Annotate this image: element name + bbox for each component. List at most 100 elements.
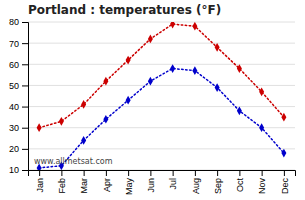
marks (37, 22, 287, 170)
x-tick-mark (284, 170, 285, 176)
x-tick-mark (39, 170, 40, 176)
x-tick: Feb (57, 170, 67, 194)
grid-line (28, 106, 295, 107)
point (237, 106, 242, 115)
series-markers (37, 64, 287, 170)
y-tick: 70 (9, 39, 28, 49)
x-tick-mark (106, 170, 107, 176)
annotation: www.allmetsat.com (34, 157, 113, 166)
x-tick: Jan (35, 170, 45, 193)
y-axis: 10 20 30 40 50 60 70 80 (9, 17, 29, 175)
point (259, 123, 264, 132)
point (237, 64, 242, 73)
y-tick-label: 60 (9, 60, 19, 70)
x-tick: May (124, 170, 134, 195)
x-tick-label: Aug (191, 178, 201, 194)
x-tick-mark (217, 170, 218, 176)
point (59, 117, 64, 126)
x-tick: Nov (257, 170, 267, 194)
point (281, 149, 286, 158)
point (81, 136, 86, 145)
y-tick-label: 80 (9, 17, 19, 27)
point (215, 83, 220, 92)
x-tick-mark (128, 170, 129, 176)
y-tick-mark (22, 128, 28, 129)
y-tick-label: 20 (9, 144, 19, 154)
y-tick-label: 30 (9, 123, 19, 133)
x-tick-label: Oct (235, 178, 245, 193)
point (148, 35, 153, 44)
point (192, 22, 197, 31)
x-tick-mark (173, 170, 174, 176)
y-tick-label: 10 (9, 165, 19, 175)
x-tick-label: Mar (79, 178, 89, 194)
y-tick-mark (22, 64, 28, 65)
x-tick-mark (150, 170, 151, 176)
y-tick: 60 (9, 60, 28, 70)
x-tick: Aug (191, 170, 201, 194)
y-tick: 20 (9, 144, 28, 154)
x-tick-mark (239, 170, 240, 176)
point (170, 22, 175, 28)
point (192, 66, 197, 75)
x-tick: Jun (146, 170, 156, 193)
point (103, 115, 108, 124)
y-tick: 40 (9, 102, 28, 112)
x-tick-label: Apr (102, 178, 112, 192)
x-tick: Sep (213, 170, 223, 194)
point (126, 56, 131, 65)
series-line (39, 24, 284, 128)
y-tick-mark (22, 149, 28, 150)
x-tick-mark (84, 170, 85, 176)
point (126, 96, 131, 105)
y-tick-mark (22, 22, 28, 23)
x-tick: Mar (79, 170, 89, 194)
x-axis-line (29, 171, 296, 177)
y-tick-label: 70 (9, 39, 19, 49)
plot: 10 20 30 40 50 60 70 80 Jan Feb Mar Apr May Jun Jul Aug… (9, 17, 296, 195)
x-tick-label: Jan (35, 178, 45, 193)
point (259, 87, 264, 96)
series-markers (37, 22, 287, 132)
point (81, 100, 86, 109)
grid (28, 22, 295, 170)
x-tick-mark (61, 170, 62, 176)
grid-line (28, 64, 295, 65)
series-line (39, 69, 284, 168)
title: Portland : temperatures (°F) (28, 3, 221, 17)
x-axis: Jan Feb Mar Apr May Jun Jul Aug Sep Oct Nov Dec (29, 170, 296, 195)
x-tick-mark (262, 170, 263, 176)
point (170, 64, 175, 73)
point (281, 113, 286, 122)
y-tick-mark (22, 170, 28, 171)
y-tick: 80 (9, 17, 28, 27)
x-tick-label: Dec (280, 178, 290, 195)
y-tick: 10 (9, 165, 28, 175)
x-tick-label: Jul (168, 178, 178, 190)
x-tick-label: Nov (257, 178, 267, 195)
x-tick-label: Feb (57, 178, 67, 194)
point (37, 123, 42, 132)
x-tick: Jul (168, 170, 178, 190)
grid-line (28, 127, 295, 128)
y-tick-label: 50 (9, 81, 19, 91)
grid-line (28, 148, 295, 149)
point (148, 77, 153, 86)
x-tick: Apr (102, 170, 112, 192)
y-tick-mark (22, 43, 28, 44)
y-axis-line (22, 23, 29, 171)
grid-line (28, 43, 295, 44)
y-tick-label: 40 (9, 102, 19, 112)
chart: 10 20 30 40 50 60 70 80 Jan Feb Mar Apr May Jun Jul Aug… (0, 0, 305, 200)
x-tick-label: Jun (146, 178, 156, 193)
x-tick: Oct (235, 170, 245, 192)
x-tick: Dec (280, 170, 290, 194)
y-tick: 50 (9, 81, 28, 91)
x-tick-label: May (124, 178, 134, 196)
x-tick-label: Sep (213, 178, 223, 194)
point (215, 43, 220, 52)
y-tick-mark (22, 85, 28, 86)
x-tick-mark (195, 170, 196, 176)
grid-line (28, 22, 295, 23)
point (103, 77, 108, 86)
